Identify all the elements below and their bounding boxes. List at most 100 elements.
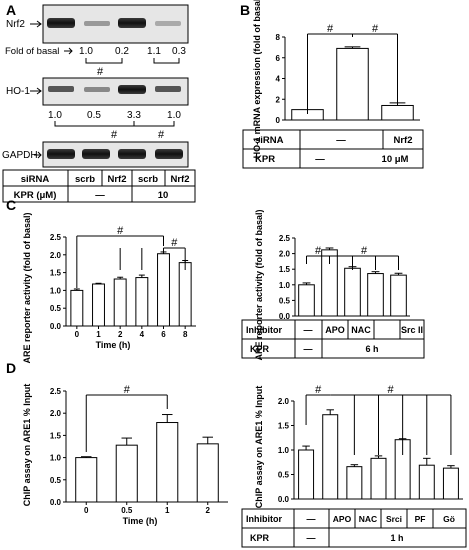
ho1-sig-bracket (133, 121, 175, 127)
bar (196, 443, 219, 503)
y-axis-label: ChIP assay on ARE1 % Input (22, 384, 32, 507)
table-c-cell: 6 h (365, 344, 378, 354)
table-d-kpr-label: KPR (250, 533, 270, 543)
table-a-kpr-label: KPR (μM) (14, 190, 57, 201)
x-tick-label: 1 (165, 506, 170, 515)
ho1-arrow (30, 87, 42, 95)
y-axis-label: ARE reporter activity (fold of basal) (254, 209, 264, 360)
ho1-band (48, 86, 74, 92)
y-tick-label: 0.0 (50, 322, 62, 331)
bar (381, 104, 414, 121)
y-tick-label: 1.5 (278, 422, 290, 431)
nrf2-band (47, 18, 75, 28)
ho1-fold-value: 1.0 (167, 110, 181, 121)
nrf2-fold-value: 1.0 (79, 46, 93, 57)
bar (113, 278, 127, 327)
bar (178, 262, 192, 327)
bar (390, 274, 407, 317)
panel-b-table: siRNA — Nrf2 KPR — 10 μM (242, 129, 424, 169)
y-tick-label: 0.5 (50, 304, 62, 313)
y-tick-label: 2.5 (279, 234, 291, 243)
table-c-kpr-label: KPR (250, 344, 270, 354)
table-d-cell: Srci (386, 514, 402, 524)
x-tick-label: 0.5 (121, 506, 133, 515)
gapdh-band (118, 149, 146, 159)
y-axis-label: ChIP assay on ARE1 % Input (254, 386, 264, 509)
panel-b-chart: HO-1 mRNA expression (fold of basal) 0 2 4… (252, 0, 420, 158)
x-tick-label: 0 (75, 330, 80, 339)
table-b-cell: — (315, 154, 325, 165)
nrf2-label: Nrf2 (6, 19, 25, 30)
y-tick-label: 2.0 (50, 409, 62, 418)
x-tick-label: 8 (183, 330, 188, 339)
table-a-cell: — (95, 190, 105, 201)
ho1-band (118, 85, 146, 94)
panel-d-table: Inhibitor — APO NAC Srci PF Gö KPR — 1 h (241, 508, 467, 548)
table-a-cell: scrb (138, 174, 158, 185)
panel-c-right-chart: ARE reporter activity (fold of basal) 0.… (254, 209, 410, 361)
bar (346, 466, 363, 500)
table-d-cell: 1 h (390, 533, 403, 543)
sig-hash: # (372, 23, 379, 35)
ho1-band (155, 86, 181, 92)
nrf2-fold-value: 1.1 (147, 46, 161, 57)
nrf2-sig-hash: # (97, 66, 104, 78)
y-tick-label: 0.0 (50, 498, 62, 507)
x-axis-label: Time (h) (123, 516, 158, 526)
y-tick-label: 8 (276, 33, 281, 42)
panel-letter-c: C (6, 197, 16, 213)
ho1-label: HO-1 (6, 86, 30, 97)
bar (92, 283, 105, 327)
table-c-cell: Src II (401, 325, 423, 335)
panel-letter-d: D (6, 360, 16, 376)
fold-arrow (64, 47, 73, 55)
sig-hash: # (171, 237, 178, 249)
ho1-band (84, 87, 110, 92)
panel-d-right-chart: ChIP assay on ARE1 % Input 0.0 0.5 1.0 1.5 2… (254, 384, 463, 508)
y-tick-label: 4 (276, 75, 281, 84)
table-a-cell: 10 (158, 190, 169, 201)
y-tick-label: 0.5 (50, 476, 62, 485)
y-tick-label: 2.0 (50, 251, 62, 260)
y-tick-label: 2.0 (278, 397, 290, 406)
x-tick-label: 6 (161, 330, 166, 339)
nrf2-band (118, 18, 146, 28)
x-tick-label: 2 (118, 330, 123, 339)
gapdh-band (82, 149, 110, 159)
nrf2-fold-value: 0.2 (115, 46, 129, 57)
table-a-cell: Nrf2 (107, 174, 126, 185)
y-axis-label: ARE reporter activity (fold of basal) (22, 212, 32, 363)
panel-letter-b: B (240, 2, 250, 18)
gapdh-band (155, 149, 183, 159)
table-d-cell: — (307, 514, 316, 524)
table-b-cell: 10 μM (382, 154, 409, 165)
table-c-cell: NAC (351, 325, 371, 335)
y-tick-label: 0.0 (278, 495, 290, 504)
table-c-cell: APO (325, 325, 345, 335)
ho1-fold-value: 3.3 (127, 110, 141, 121)
bar (336, 47, 369, 121)
ho1-sig-hash: # (158, 129, 165, 141)
bar (344, 267, 361, 317)
table-d-cell: PF (415, 514, 426, 524)
x-tick-label: 0 (84, 506, 89, 515)
x-tick-label: 4 (140, 330, 145, 339)
panel-a-blots: Nrf2 Fold of basal 1.0 0.2 1.1 0.3 # HO-… (2, 4, 196, 203)
bar (418, 464, 435, 500)
panel-letter-a: A (6, 2, 16, 18)
table-c-cell: — (304, 325, 313, 335)
table-a-cell: Nrf2 (170, 174, 189, 185)
nrf2-band (155, 21, 181, 26)
bar (157, 253, 170, 327)
bar (70, 289, 84, 327)
y-tick-label: 0.0 (279, 312, 291, 321)
sig-hash: # (117, 225, 124, 237)
table-c-cell: — (304, 344, 313, 354)
bar (322, 414, 339, 500)
bar (367, 273, 384, 317)
y-tick-label: 0.5 (279, 296, 291, 305)
y-tick-label: 0.5 (278, 471, 290, 480)
y-tick-label: 1.0 (278, 446, 290, 455)
table-a-siRNA-label: siRNA (21, 174, 50, 185)
